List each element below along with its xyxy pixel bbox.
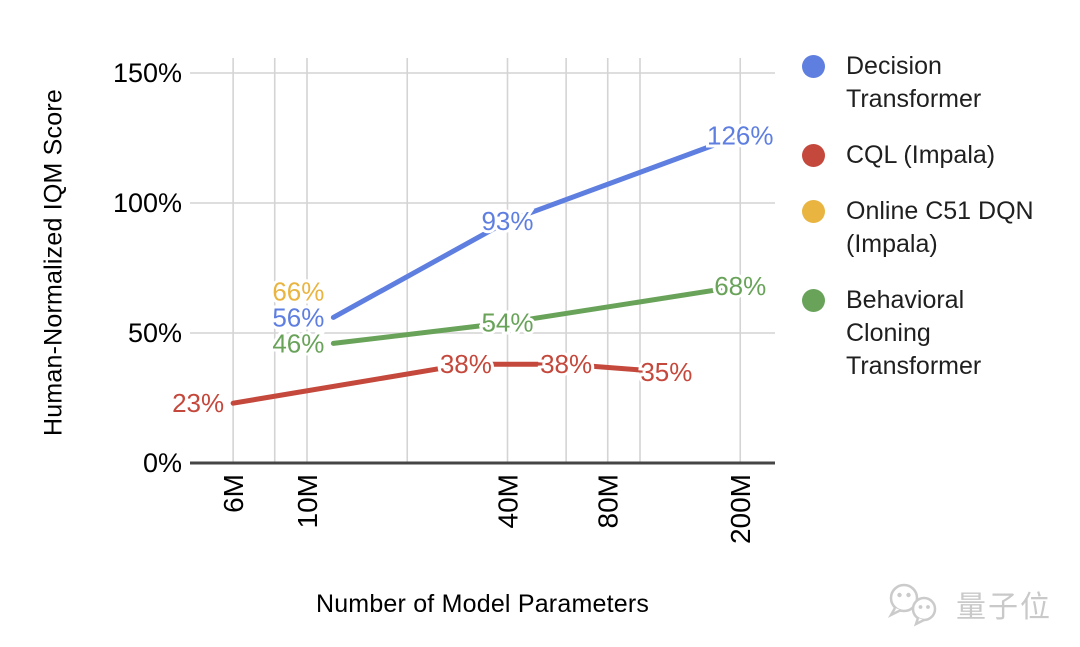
legend-dot-icon (802, 289, 825, 312)
series-line-behavioral-cloning-transformer (330, 283, 743, 346)
data-label: 38% (440, 349, 492, 379)
legend-label: Decision Transformer (846, 52, 982, 113)
data-label: 35% (640, 357, 692, 387)
watermark-text: 量子位 (956, 591, 1052, 624)
y-tick-label: 150% (113, 58, 182, 88)
x-axis-title: Number of Model Parameters (315, 590, 650, 618)
series-line-decision-transformer (330, 132, 743, 320)
data-label: 66% (272, 276, 324, 306)
x-tick-label: 80M (593, 474, 624, 528)
data-label: 54% (481, 308, 533, 338)
data-label: 38% (540, 349, 592, 379)
data-label: 46% (272, 328, 324, 358)
y-tick-label: 0% (143, 448, 182, 478)
legend-dot-icon (802, 55, 825, 78)
data-label: 68% (714, 271, 766, 301)
legend-item: Behavioral Cloning Transformer (802, 284, 1034, 383)
watermark: 量子位 (884, 581, 1052, 627)
legend: Decision Transformer CQL (Impala) Online C… (802, 50, 1034, 383)
x-tick-label: 200M (725, 474, 756, 544)
legend-dot-icon (802, 200, 825, 223)
y-tick-label: 100% (113, 188, 182, 218)
y-axis-title: Human-Normalized IQM Score (39, 89, 68, 436)
data-label: 126% (707, 120, 774, 150)
legend-label: Behavioral Cloning Transformer (846, 286, 982, 380)
legend-item: CQL (Impala) (802, 139, 1034, 172)
x-tick-label: 10M (292, 474, 323, 528)
data-label: 93% (481, 206, 533, 236)
legend-label: Online C51 DQN (Impala) (846, 197, 1034, 258)
legend-dot-icon (802, 144, 825, 167)
wechat-chat-bubbles-icon (887, 583, 937, 627)
data-label: 56% (272, 302, 324, 332)
y-tick-label: 50% (128, 318, 182, 348)
x-tick-label: 6M (218, 474, 249, 513)
data-label: 23% (172, 388, 224, 418)
legend-item: Decision Transformer (802, 50, 1034, 116)
x-tick-label: 40M (492, 474, 523, 528)
series-line-cql-impala- (230, 361, 669, 406)
legend-label: CQL (Impala) (846, 141, 996, 169)
legend-item: Online C51 DQN (Impala) (802, 195, 1034, 261)
